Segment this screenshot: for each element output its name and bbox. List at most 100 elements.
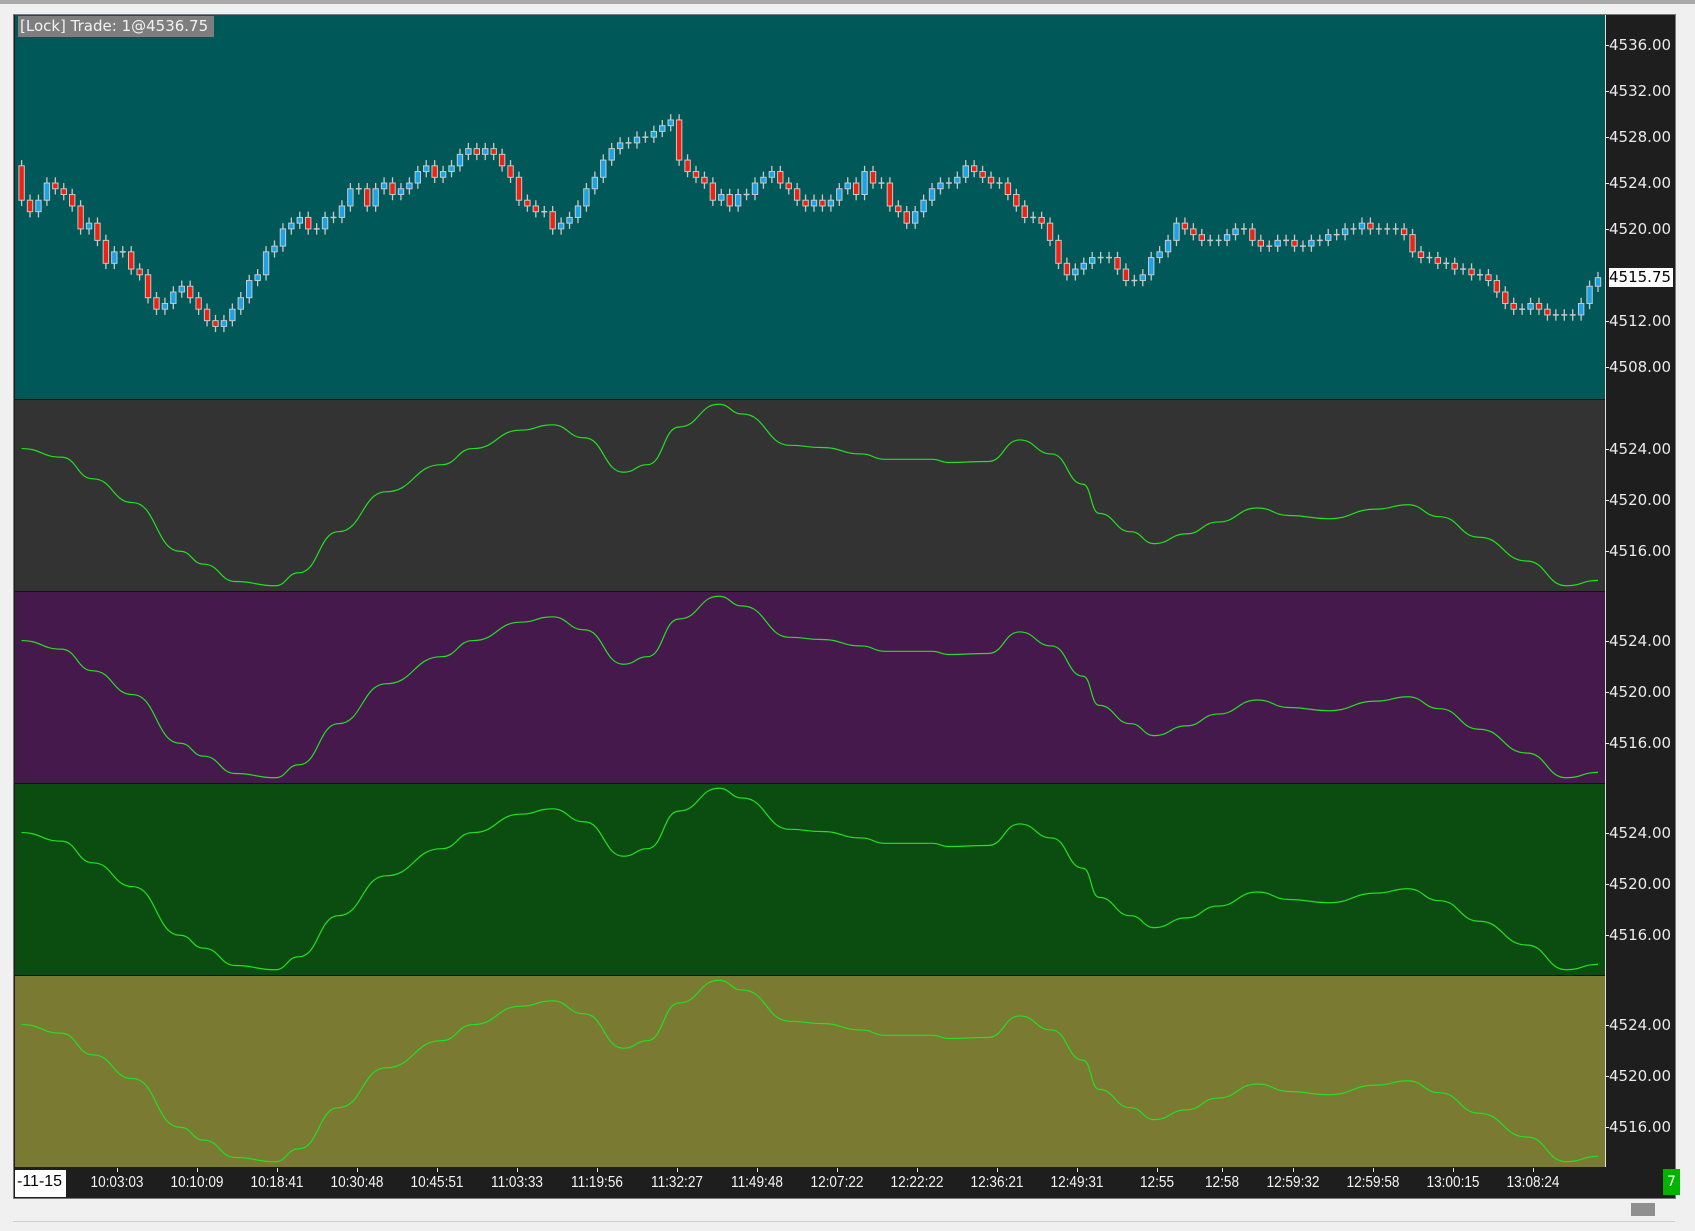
candle [35, 194, 42, 218]
y-axis-tick-label: 4520.00 [1609, 490, 1672, 509]
candle [389, 177, 396, 201]
candle [1417, 246, 1425, 264]
indicator-panel-4[interactable] [15, 975, 1605, 1167]
candle [945, 177, 952, 189]
y-axis-tick [1605, 448, 1609, 450]
candle [1409, 228, 1416, 258]
candle [178, 280, 185, 298]
candle [1485, 269, 1492, 287]
indicator-panel-3[interactable] [15, 783, 1605, 975]
candle [878, 177, 885, 189]
time-axis-tick [997, 1168, 998, 1172]
time-axis-tick [1533, 1168, 1534, 1172]
candle [406, 177, 413, 195]
y-axis-tick-label: 4516.00 [1609, 926, 1672, 945]
lock-trade-label[interactable]: [Lock] Trade: 1@4536.75 [18, 16, 215, 37]
horizontal-scrollbar-thumb[interactable] [1631, 1203, 1655, 1216]
time-axis-tick [117, 1168, 118, 1172]
indicator-axis-4[interactable] [1605, 975, 1674, 1167]
indicator-line [21, 403, 1599, 587]
price-axis[interactable] [1605, 15, 1674, 399]
candle [347, 183, 354, 212]
candle [111, 246, 118, 270]
candle [355, 183, 362, 195]
candle [85, 217, 93, 235]
time-axis-tick [1157, 1168, 1158, 1172]
candle [364, 183, 371, 212]
candle [186, 280, 194, 304]
candle [793, 183, 801, 206]
candle [380, 177, 388, 195]
y-axis-tick [1605, 499, 1609, 501]
candle [1114, 251, 1121, 275]
candle [718, 188, 725, 206]
candle [633, 131, 641, 149]
price-panel[interactable] [15, 15, 1605, 399]
time-axis-label: 12:55 [1139, 1174, 1175, 1191]
candle [195, 291, 202, 315]
candle [903, 205, 910, 229]
candle [1072, 263, 1079, 281]
candle [136, 263, 143, 281]
candle [1434, 251, 1442, 270]
candle [423, 160, 430, 178]
time-axis-label: 12:59:32 [1266, 1174, 1320, 1191]
time-axis-label: 12:59:58 [1346, 1174, 1400, 1191]
y-axis-tick [1605, 691, 1609, 693]
candle [574, 200, 582, 224]
y-axis-tick [1605, 137, 1609, 139]
time-axis-tick [1453, 1168, 1454, 1172]
candle [1519, 303, 1526, 315]
candle [1013, 188, 1020, 212]
candle [557, 217, 565, 235]
candle [473, 142, 481, 161]
candle [1291, 234, 1298, 252]
time-axis-tick [597, 1168, 598, 1172]
candle [507, 160, 514, 184]
candle [229, 303, 236, 327]
y-axis-tick-label: 4524.00 [1609, 823, 1672, 842]
candle [751, 177, 759, 201]
y-axis-tick-label: 4532.00 [1609, 82, 1672, 101]
y-axis-tick-label: 4520.00 [1609, 682, 1672, 701]
time-axis-tick [517, 1168, 518, 1172]
candle [372, 183, 379, 212]
candle [541, 205, 548, 218]
candle [743, 188, 750, 201]
candle [911, 205, 919, 229]
time-axis-label: 12:36:21 [970, 1174, 1024, 1191]
candle [1561, 309, 1568, 321]
candle [1122, 263, 1130, 287]
candle [625, 137, 632, 149]
candle [726, 188, 733, 212]
time-axis-label: 11:32:27 [651, 1174, 703, 1191]
candle [1341, 223, 1349, 241]
indicator-axis-1[interactable] [1605, 399, 1674, 591]
candle [1089, 251, 1096, 270]
candle [77, 200, 84, 235]
candle [987, 171, 995, 189]
candle [498, 148, 506, 172]
candle [1527, 297, 1534, 315]
candle [439, 165, 447, 184]
indicator-panel-1[interactable] [15, 399, 1605, 591]
candle [305, 211, 312, 235]
time-axis-label: 12:49:31 [1050, 1174, 1104, 1191]
time-axis-tick [197, 1168, 198, 1172]
candle [1476, 269, 1483, 281]
candle [1283, 234, 1290, 247]
indicator-axis-2[interactable] [1605, 591, 1674, 783]
y-axis-tick-label: 4520.00 [1609, 219, 1672, 238]
time-axis-label: 13:08:24 [1506, 1174, 1560, 1191]
candle [1063, 257, 1071, 281]
candle [1460, 263, 1467, 275]
indicator-panel-2[interactable] [15, 591, 1605, 783]
time-axis-tick [1373, 1168, 1374, 1172]
time-axis[interactable] [15, 1170, 1605, 1196]
candle [962, 160, 969, 184]
candle [616, 137, 624, 155]
candle [279, 223, 287, 252]
indicator-axis-3[interactable] [1605, 783, 1674, 975]
y-axis-tick [1605, 640, 1609, 642]
candle [1181, 217, 1189, 235]
